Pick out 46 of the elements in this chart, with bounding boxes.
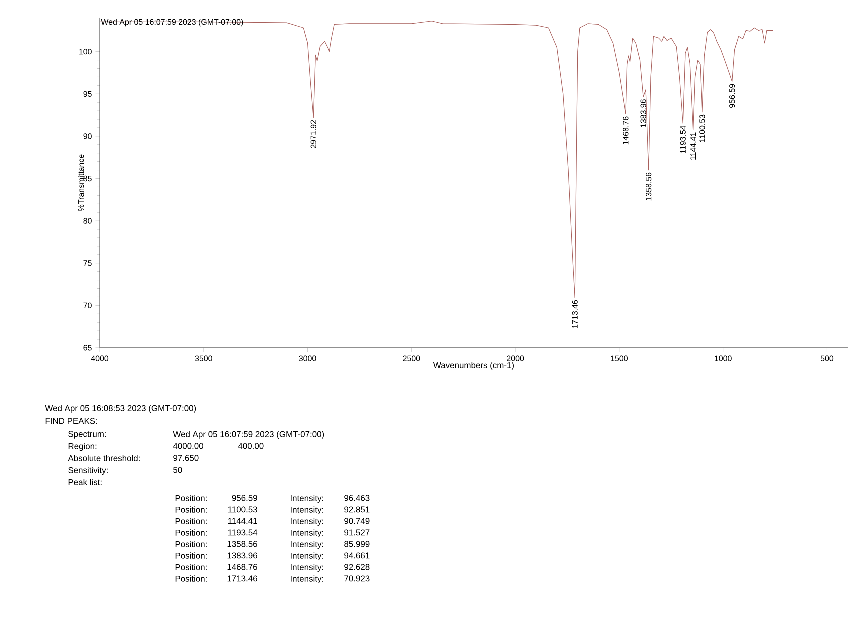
text: 91.527 xyxy=(344,530,370,536)
x-axis-title: Wavenumbers (cm-1) xyxy=(433,362,514,370)
text: 85.999 xyxy=(344,541,370,548)
text: Intensity: xyxy=(290,506,324,515)
text: 1713.46 xyxy=(228,576,258,582)
text: 50 xyxy=(174,467,182,474)
text: 90.749 xyxy=(344,518,370,524)
text: 92.628 xyxy=(344,564,370,570)
text: Position: xyxy=(176,541,207,548)
text: Wed Apr 05 16:08:53 2023 (GMT-07:00) xyxy=(45,405,196,414)
text: 70.923 xyxy=(344,576,370,582)
text: 1358.56 xyxy=(228,541,258,548)
text: Spectrum: xyxy=(68,431,106,439)
text: Intensity: xyxy=(290,518,324,526)
text: 1100.53 xyxy=(228,506,258,513)
line-series xyxy=(100,21,774,298)
text: 92.851 xyxy=(344,506,370,513)
text: 96.463 xyxy=(344,495,370,502)
text: 97.650 xyxy=(174,455,199,462)
text: Intensity: xyxy=(290,541,324,550)
text: Position: xyxy=(176,576,207,582)
text: 1383.96 xyxy=(228,552,258,559)
text: 4000.00 xyxy=(173,443,204,450)
text: 94.661 xyxy=(344,552,370,559)
text: Intensity: xyxy=(290,576,324,584)
text: Absolute threshold: xyxy=(68,455,140,462)
text: Intensity: xyxy=(290,530,324,538)
text: Position: xyxy=(176,564,207,570)
text: Intensity: xyxy=(290,552,324,561)
text: Position: xyxy=(176,552,207,559)
text: Peak list: xyxy=(68,479,102,486)
text: Intensity: xyxy=(290,564,324,572)
text: Position: xyxy=(176,518,207,524)
text: Wed Apr 05 16:07:59 2023 (GMT-07:00) xyxy=(173,431,324,440)
text: Region: xyxy=(68,443,97,452)
text: Position: xyxy=(176,506,207,513)
text: Intensity: xyxy=(290,495,324,504)
text: 1468.76 xyxy=(228,564,258,570)
text: Position: xyxy=(176,495,207,502)
text: 1144.41 xyxy=(228,518,258,524)
text: 956.59 xyxy=(232,495,258,502)
text: 1193.54 xyxy=(228,530,258,536)
text: 400.00 xyxy=(238,443,264,450)
text: FIND PEAKS: xyxy=(46,418,98,424)
text: Position: xyxy=(176,530,207,536)
text: Sensitivity: xyxy=(68,467,108,476)
